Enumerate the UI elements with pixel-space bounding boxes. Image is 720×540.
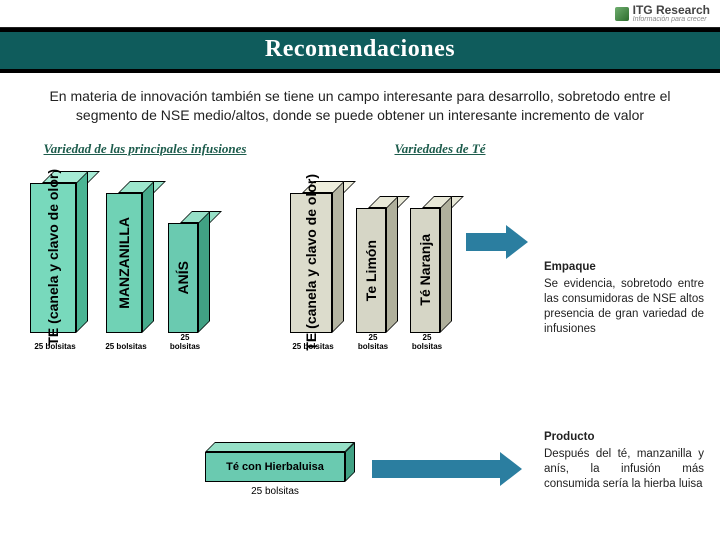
empaque-body: Se evidencia, sobretodo entre las consum… xyxy=(544,277,704,337)
tea-variety-bar: TE (canela y clavo de olor) xyxy=(290,181,344,333)
bar-caption: 25 bolsitas xyxy=(104,342,148,351)
bar-caption: 25 bolsitas xyxy=(288,342,338,351)
left-section-title: Variedad de las principales infusiones xyxy=(20,141,270,157)
brand-name: ITG Research xyxy=(633,4,710,16)
bar-front-face: TE (canela y clavo de olor) xyxy=(30,183,76,333)
arrow-producto-icon xyxy=(372,452,522,486)
hierbaluisa-box: Té con Hierbaluisa 25 bolsitas xyxy=(200,442,350,497)
logo-mark-icon xyxy=(615,7,629,21)
bar-front-face: Te Limón xyxy=(356,208,386,333)
bar-front-face: TE (canela y clavo de olor) xyxy=(290,193,332,333)
bar-side-face xyxy=(142,181,154,333)
empaque-block: Empaque Se evidencia, sobretodo entre la… xyxy=(544,260,704,337)
brand-logo: ITG Research Información para crecer xyxy=(615,4,710,23)
logo-bar: ITG Research Información para crecer xyxy=(0,0,720,28)
slide-title: Recomendaciones xyxy=(265,36,455,62)
producto-body: Después del té, manzanilla y anís, la in… xyxy=(544,447,704,492)
producto-heading: Producto xyxy=(544,430,704,445)
bar-label: TE (canela y clavo de olor) xyxy=(303,174,319,351)
bar-top-face xyxy=(118,181,166,193)
arrow-empaque-icon xyxy=(466,225,528,259)
empaque-heading: Empaque xyxy=(544,260,704,275)
hierbaluisa-caption: 25 bolsitas xyxy=(200,486,350,497)
tea-variety-bar: Te Limón xyxy=(356,196,398,333)
bar-side-face xyxy=(386,196,398,333)
bar-label: TE (canela y clavo de olor) xyxy=(45,169,61,346)
bar-label: MANZANILLA xyxy=(116,217,132,309)
infusion-bar: TE (canela y clavo de olor) xyxy=(30,171,88,333)
infusion-bar: MANZANILLA xyxy=(106,181,154,333)
bar-caption: 25 bolsitas xyxy=(354,333,392,351)
bar-front-face: ANÍS xyxy=(168,223,198,333)
slide-title-band: Recomendaciones xyxy=(0,28,720,73)
section-subtitles: Variedad de las principales infusiones V… xyxy=(0,141,720,157)
bar-side-face xyxy=(440,196,452,333)
brand-tagline: Información para crecer xyxy=(633,16,710,23)
right-section-title: Variedades de Té xyxy=(330,141,550,157)
logo-text: ITG Research Información para crecer xyxy=(633,4,710,23)
bar-side-face xyxy=(332,181,344,333)
hierbaluisa-top-face xyxy=(205,442,355,452)
producto-block: Producto Después del té, manzanilla y an… xyxy=(544,430,704,492)
bar-side-face xyxy=(76,171,88,333)
intro-paragraph: En materia de innovación también se tien… xyxy=(0,73,720,135)
bar-label: Te Limón xyxy=(363,240,379,301)
bar-front-face: Té Naranja xyxy=(410,208,440,333)
bar-caption: 25 bolsitas xyxy=(408,333,446,351)
infusion-bar: ANÍS xyxy=(168,211,210,333)
bar-side-face xyxy=(198,211,210,333)
hierbaluisa-bar: Té con Hierbaluisa xyxy=(200,442,350,482)
bar-front-face: MANZANILLA xyxy=(106,193,142,333)
hierbaluisa-front-face: Té con Hierbaluisa xyxy=(205,452,345,482)
bar-caption: 25 bolsitas xyxy=(166,333,204,351)
hierbaluisa-label: Té con Hierbaluisa xyxy=(226,461,324,473)
tea-variety-bar: Té Naranja xyxy=(410,196,452,333)
bar-caption: 25 bolsitas xyxy=(28,342,82,351)
bar-label: Té Naranja xyxy=(417,234,433,306)
bar-label: ANÍS xyxy=(175,261,191,294)
